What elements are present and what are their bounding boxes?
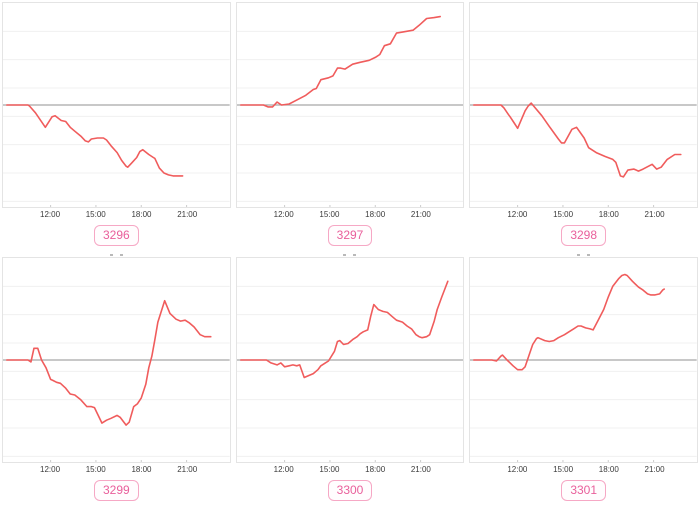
chart-id-badge[interactable]: 3299 <box>93 480 139 501</box>
badge-row: 3296 <box>2 221 231 250</box>
x-tick-label: 15:00 <box>553 210 574 219</box>
line-chart-canvas <box>470 273 697 462</box>
x-tick-label: 12:00 <box>273 465 294 474</box>
x-tick-label: 12:00 <box>40 465 61 474</box>
x-tick-label: 15:00 <box>85 465 106 474</box>
line-chart-canvas <box>236 15 464 207</box>
badge-row: 3299 <box>2 476 231 505</box>
price-line-series <box>473 273 666 371</box>
price-line-series <box>473 102 682 178</box>
x-axis-labels: 12:00 15:00 18:00 21:00 <box>469 463 698 476</box>
x-tick-label: 18:00 <box>365 465 386 474</box>
line-chart-canvas <box>236 280 464 462</box>
x-axis-labels: 12:00 15:00 18:00 21:00 <box>469 208 698 221</box>
x-tick-label: 21:00 <box>177 210 198 219</box>
x-tick-label: 15:00 <box>553 465 574 474</box>
line-chart-canvas <box>470 30 697 207</box>
chart-panel <box>235 257 465 463</box>
chart-panel <box>469 257 698 463</box>
x-tick-label: 21:00 <box>410 210 431 219</box>
x-tick-label: 12:00 <box>273 210 294 219</box>
price-line-series <box>239 15 441 108</box>
chart-cell: 12:00 15:00 18:00 21:00 3297 <box>235 2 465 250</box>
x-tick-label: 15:00 <box>319 465 340 474</box>
badge-row: 3300 <box>236 476 465 505</box>
badge-row: 3297 <box>236 221 465 250</box>
price-line-series <box>239 280 449 379</box>
clipped-title-fragment <box>236 250 465 257</box>
chart-cell: 12:00 15:00 18:00 21:00 3299 <box>2 250 231 505</box>
x-tick-label: 12:00 <box>507 210 528 219</box>
x-tick-label: 18:00 <box>365 210 386 219</box>
x-tick-label: 12:00 <box>507 465 528 474</box>
badge-row: 3301 <box>469 476 698 505</box>
chart-id-badge[interactable]: 3300 <box>327 480 373 501</box>
x-axis-labels: 12:00 15:00 18:00 21:00 <box>236 208 465 221</box>
chart-id-badge[interactable]: 3301 <box>561 480 607 501</box>
price-line-series <box>5 299 212 426</box>
x-tick-label: 18:00 <box>598 465 619 474</box>
chart-cell: 12:00 15:00 18:00 21:00 3300 <box>235 250 465 505</box>
chart-panel <box>235 2 465 208</box>
x-tick-label: 18:00 <box>131 210 152 219</box>
x-axis-labels: 12:00 15:00 18:00 21:00 <box>236 463 465 476</box>
line-chart-canvas <box>3 30 230 207</box>
x-axis-labels: 12:00 15:00 18:00 21:00 <box>2 208 231 221</box>
chart-panel <box>2 257 231 463</box>
x-tick-label: 15:00 <box>85 210 106 219</box>
chart-id-badge[interactable]: 3298 <box>561 225 607 246</box>
x-tick-label: 21:00 <box>644 210 665 219</box>
chart-cell: 12:00 15:00 18:00 21:00 3298 <box>469 2 698 250</box>
x-tick-label: 21:00 <box>644 465 665 474</box>
price-line-series <box>5 104 184 177</box>
chart-id-badge[interactable]: 3297 <box>327 225 373 246</box>
x-tick-label: 12:00 <box>40 210 61 219</box>
chart-cell: 12:00 15:00 18:00 21:00 3296 <box>2 2 231 250</box>
x-tick-label: 15:00 <box>319 210 340 219</box>
chart-cell: 12:00 15:00 18:00 21:00 3301 <box>469 250 698 505</box>
chart-id-badge[interactable]: 3296 <box>93 225 139 246</box>
clipped-title-fragment <box>469 250 698 257</box>
chart-panel <box>469 2 698 208</box>
x-tick-label: 18:00 <box>131 465 152 474</box>
x-tick-label: 21:00 <box>177 465 198 474</box>
x-tick-label: 21:00 <box>410 465 431 474</box>
line-chart-canvas <box>3 285 230 462</box>
clipped-title-fragment <box>2 250 231 257</box>
x-tick-label: 18:00 <box>598 210 619 219</box>
badge-row: 3298 <box>469 221 698 250</box>
chart-panel <box>2 2 231 208</box>
x-axis-labels: 12:00 15:00 18:00 21:00 <box>2 463 231 476</box>
